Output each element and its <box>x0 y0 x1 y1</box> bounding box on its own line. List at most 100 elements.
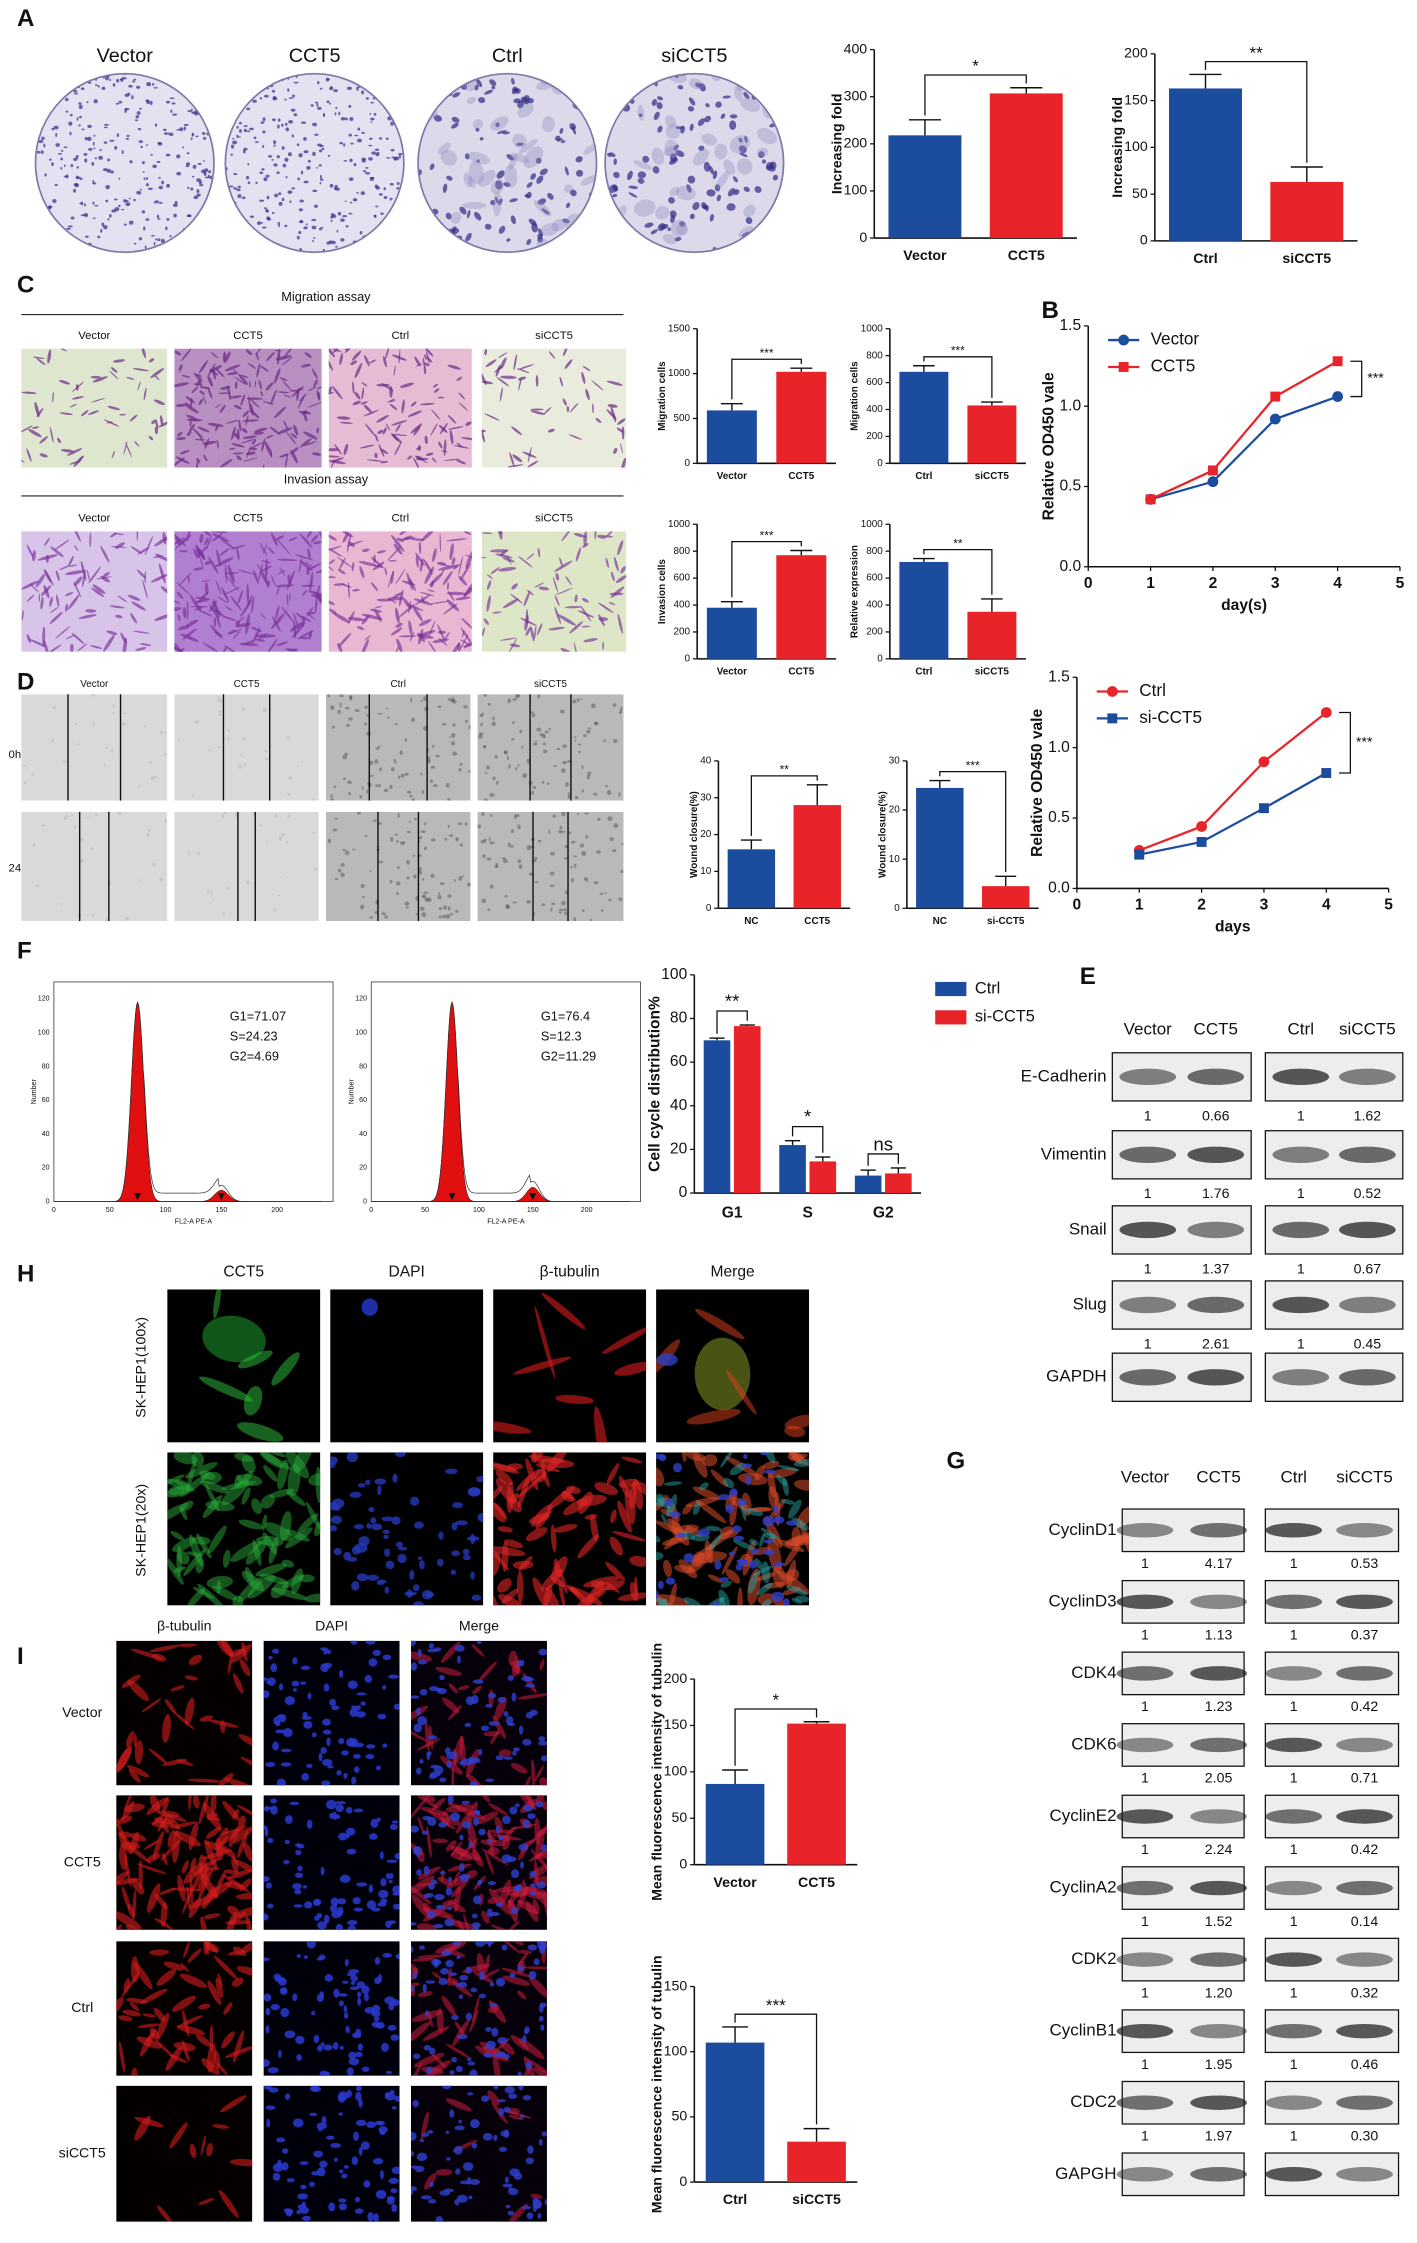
image-texture <box>539 732 544 737</box>
image-texture <box>556 138 563 142</box>
y-tick-label: 600 <box>674 573 691 584</box>
image-texture <box>169 97 175 100</box>
image-texture <box>249 234 254 237</box>
image-texture <box>389 879 393 884</box>
image-texture <box>303 414 308 422</box>
blot-value: 1 <box>1290 1556 1298 1572</box>
image-texture <box>369 870 372 873</box>
image-texture <box>739 152 748 158</box>
image-texture <box>722 95 731 99</box>
image-texture <box>285 1815 293 1824</box>
image-texture <box>395 622 403 628</box>
blot-value: 1 <box>1144 1186 1152 1202</box>
image-texture <box>568 831 572 835</box>
dish-edge <box>34 72 215 254</box>
image-panel <box>167 1289 321 1443</box>
image-texture <box>23 781 27 785</box>
image-texture <box>780 1498 796 1505</box>
image-texture <box>196 373 202 378</box>
image-texture <box>36 150 41 154</box>
image-texture <box>372 2158 384 2165</box>
image-texture <box>548 351 556 359</box>
image-texture <box>390 627 403 636</box>
image-texture <box>588 208 597 218</box>
y-tick-label: 20 <box>700 829 712 840</box>
image-texture <box>418 213 426 222</box>
image-texture <box>379 767 382 772</box>
bar <box>967 611 1017 659</box>
image-texture <box>168 132 174 137</box>
image-texture <box>187 214 192 218</box>
image-texture <box>144 725 147 728</box>
image-texture <box>230 426 236 441</box>
stat-label: G1=71.07 <box>230 1009 286 1024</box>
image-texture <box>532 1899 540 1915</box>
image-texture <box>349 158 353 163</box>
y-tick-label: 80 <box>670 1010 688 1027</box>
image-texture <box>472 119 484 129</box>
image-texture <box>96 250 101 253</box>
image-texture <box>459 563 471 582</box>
image-texture <box>182 146 185 149</box>
image-texture <box>369 177 374 181</box>
image-texture <box>44 220 47 224</box>
image-texture <box>427 1648 438 1653</box>
x-tick-label: 4 <box>1333 575 1342 592</box>
image-texture <box>373 554 376 564</box>
image-texture <box>499 1879 512 1907</box>
image-texture <box>344 1959 349 1967</box>
image-texture <box>121 1674 141 1689</box>
image-texture <box>329 348 342 353</box>
image-texture <box>242 639 256 645</box>
image-texture <box>507 1856 517 1862</box>
image-texture <box>326 1737 331 1747</box>
image-texture <box>354 2208 364 2214</box>
image-texture <box>624 1487 636 1525</box>
image-texture <box>233 1859 253 1876</box>
image-texture <box>332 1811 337 1820</box>
image-texture <box>526 182 533 188</box>
image-texture <box>242 75 248 79</box>
panel-label: D <box>17 668 34 695</box>
image-texture <box>771 1591 785 1602</box>
image-texture <box>337 642 343 652</box>
image-texture <box>744 135 748 143</box>
image-texture <box>594 721 599 726</box>
image-texture <box>430 838 436 842</box>
image-texture <box>512 698 517 701</box>
image-texture <box>280 833 285 837</box>
image-texture <box>329 608 337 615</box>
image-texture <box>265 1882 272 1889</box>
image-texture <box>259 97 263 100</box>
image-texture <box>567 760 572 763</box>
image-texture <box>328 455 340 458</box>
image-texture <box>330 705 335 711</box>
image-texture <box>331 1705 340 1711</box>
image-texture <box>132 368 150 372</box>
blot-value: 1.97 <box>1205 2128 1233 2144</box>
y-tick-label: 200 <box>866 627 883 638</box>
image-texture <box>727 188 736 197</box>
image-texture <box>328 576 337 579</box>
image-texture <box>491 2027 499 2037</box>
image-texture <box>105 746 108 750</box>
image-texture <box>326 100 330 104</box>
image-texture <box>270 1805 278 1815</box>
image-texture <box>410 1795 429 1820</box>
image-texture <box>203 454 208 462</box>
image-texture <box>750 1548 760 1554</box>
image-texture <box>421 877 425 881</box>
image-texture <box>511 1869 520 1879</box>
bar <box>776 555 827 659</box>
image-texture <box>256 76 260 79</box>
image-texture <box>270 532 278 546</box>
image-texture <box>68 555 74 567</box>
image-texture <box>51 738 54 743</box>
image-texture <box>344 850 350 856</box>
image-texture <box>280 1748 292 1753</box>
image-texture <box>78 614 97 619</box>
image-texture <box>139 643 152 646</box>
image-texture <box>389 197 393 200</box>
image-panel <box>263 1795 400 1930</box>
image-texture <box>370 1523 383 1531</box>
